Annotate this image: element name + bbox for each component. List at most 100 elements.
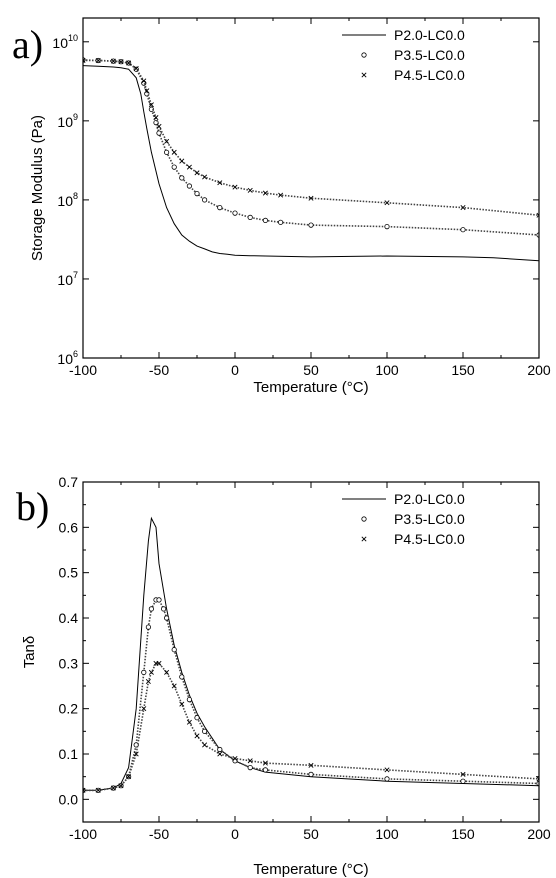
x-tick-label: -100: [69, 362, 97, 378]
y-tick-label: 0.3: [59, 655, 79, 671]
panel-a: a)-100 -50 0 50 100 150 2001061071081091010Tem…: [12, 17, 551, 396]
data-point-P3.5-LC0.0: [164, 615, 170, 621]
data-point-P3.5-LC0.0: [277, 219, 284, 225]
data-point-P4.5-LC0.0: [141, 78, 147, 84]
data-point-P4.5-LC0.0: [118, 59, 124, 65]
x-tick-label: 0: [231, 362, 239, 378]
series-trace-P4.5-LC0.0: [83, 662, 539, 792]
data-point-P4.5-LC0.0: [194, 733, 200, 739]
data-point-P3.5-LC0.0: [262, 217, 268, 223]
x-tick-label: 0: [231, 826, 239, 842]
data-point-P3.5-LC0.0: [171, 164, 177, 170]
data-point-P3.5-LC0.0: [460, 227, 466, 233]
data-point-P4.5-LC0.0: [232, 756, 238, 762]
data-point-P4.5-LC0.0: [141, 706, 147, 712]
data-point-P4.5-LC0.0: [202, 742, 208, 748]
data-point-P4.5-LC0.0: [217, 751, 223, 757]
x-tick-label: 150: [451, 826, 475, 842]
x-axis-title: Temperature (°C): [253, 379, 368, 396]
data-point-P4.5-LC0.0: [217, 180, 223, 186]
data-point-P4.5-LC0.0: [186, 719, 192, 725]
data-point-P3.5-LC0.0: [232, 210, 238, 216]
data-point-P4.5-LC0.0: [148, 669, 154, 675]
data-point-P4.5-LC0.0: [110, 58, 116, 64]
legend-circle-symbol: [361, 52, 367, 58]
plot-frame: [82, 481, 540, 823]
panel-letter: a): [12, 22, 43, 67]
data-point-P4.5-LC0.0: [278, 192, 284, 198]
data-point-P4.5-LC0.0: [145, 678, 151, 684]
legend-label: P2.0-LC0.0: [394, 491, 465, 507]
y-axis-title: Tanδ: [21, 636, 38, 669]
x-tick-label: -100: [69, 826, 97, 842]
x-tick-label: -50: [149, 362, 169, 378]
data-point-P4.5-LC0.0: [126, 60, 132, 66]
data-point-P4.5-LC0.0: [164, 669, 170, 675]
data-point-P4.5-LC0.0: [133, 65, 139, 71]
data-point-P3.5-LC0.0: [194, 191, 200, 197]
legend-label: P4.5-LC0.0: [394, 67, 465, 83]
data-point-P4.5-LC0.0: [202, 174, 208, 180]
data-point-P3.5-LC0.0: [202, 728, 208, 734]
data-point-P3.5-LC0.0: [156, 130, 162, 136]
y-tick-label: 0.5: [59, 565, 79, 581]
x-tick-label: 200: [527, 826, 551, 842]
y-tick-base: 10: [57, 114, 73, 130]
data-point-P4.5-LC0.0: [186, 164, 192, 170]
x-tick-label: 200: [527, 362, 551, 378]
data-point-P4.5-LC0.0: [156, 660, 162, 666]
series-trace-P3.5-LC0.0: [83, 599, 539, 792]
data-point-P3.5-LC0.0: [247, 764, 253, 771]
data-point-P4.5-LC0.0: [148, 102, 154, 108]
data-point-P4.5-LC0.0: [171, 149, 177, 155]
data-point-P3.5-LC0.0: [186, 696, 192, 703]
y-tick-base: 10: [52, 35, 68, 51]
x-tick-label: 50: [303, 826, 319, 842]
y-tick-label: 0.4: [59, 610, 79, 626]
legend-x-symbol: [361, 536, 367, 542]
legend-label: P3.5-LC0.0: [394, 47, 465, 63]
y-tick-exponent: 10: [68, 33, 78, 43]
y-tick-base: 10: [57, 351, 73, 367]
y-tick-exponent: 9: [73, 112, 78, 122]
x-tick-label: 150: [451, 362, 475, 378]
y-tick-label: 0.7: [59, 474, 79, 490]
data-point-P3.5-LC0.0: [141, 669, 147, 676]
data-point-P3.5-LC0.0: [384, 224, 390, 230]
data-point-P4.5-LC0.0: [384, 767, 390, 773]
y-tick-label: 106: [57, 349, 78, 367]
y-tick-label: 0.0: [59, 791, 79, 807]
data-point-P3.5-LC0.0: [217, 746, 223, 753]
data-point-P3.5-LC0.0: [247, 214, 253, 220]
x-tick-label: -50: [149, 826, 169, 842]
data-point-P3.5-LC0.0: [308, 771, 314, 778]
data-point-P3.5-LC0.0: [194, 715, 200, 721]
data-point-P3.5-LC0.0: [186, 183, 192, 189]
x-tick-label: 100: [375, 362, 399, 378]
data-point-P3.5-LC0.0: [217, 205, 223, 211]
data-point-P4.5-LC0.0: [171, 683, 177, 689]
data-point-P3.5-LC0.0: [161, 606, 167, 612]
data-point-P3.5-LC0.0: [179, 674, 185, 680]
data-point-P4.5-LC0.0: [126, 774, 132, 780]
data-point-P3.5-LC0.0: [171, 647, 177, 653]
data-point-P4.5-LC0.0: [153, 115, 159, 121]
data-point-P4.5-LC0.0: [95, 787, 101, 793]
data-point-P4.5-LC0.0: [95, 57, 101, 64]
data-point-P3.5-LC0.0: [202, 197, 208, 203]
data-point-P4.5-LC0.0: [460, 205, 466, 211]
panel-letter: b): [16, 484, 49, 529]
data-point-P4.5-LC0.0: [194, 170, 200, 176]
series-line-P2.0-LC0.0: [83, 516, 539, 791]
data-point-P3.5-LC0.0: [262, 767, 268, 773]
legend-label: P4.5-LC0.0: [394, 531, 465, 547]
y-tick-label: 1010: [52, 33, 78, 51]
legend-x-symbol: [361, 72, 367, 78]
data-point-P4.5-LC0.0: [247, 758, 253, 764]
y-tick-label: 0.1: [59, 746, 79, 762]
data-point-P4.5-LC0.0: [262, 760, 268, 766]
x-axis-title: Temperature (°C): [253, 861, 368, 878]
data-point-P3.5-LC0.0: [164, 149, 170, 155]
data-point-P4.5-LC0.0: [460, 771, 466, 777]
